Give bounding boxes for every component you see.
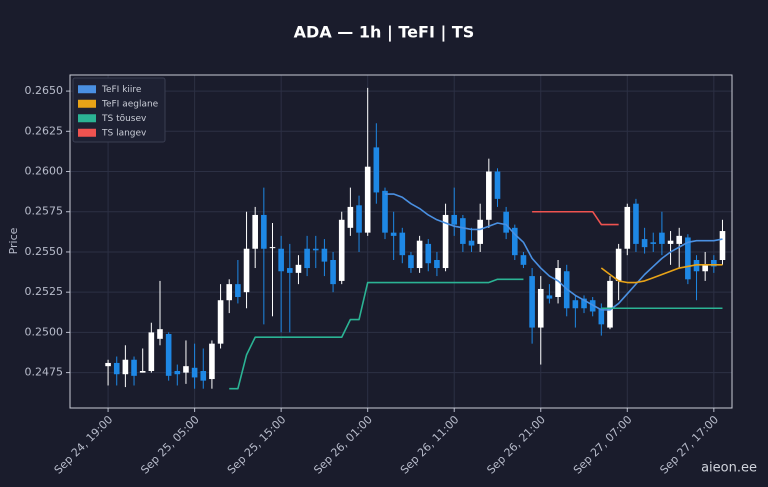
candle-body <box>321 248 328 262</box>
candle-body <box>364 166 371 233</box>
candle-body <box>615 248 622 281</box>
candle-body <box>278 248 284 272</box>
candle-body <box>235 284 241 297</box>
watermark: aieon.ee <box>701 461 757 476</box>
candle-body <box>243 248 250 293</box>
candle-body <box>624 206 631 249</box>
candle-body <box>338 219 345 281</box>
y-tick-label: 0.2650 <box>25 84 64 97</box>
y-tick-label: 0.2625 <box>25 124 64 137</box>
candle-body <box>702 264 708 272</box>
candle-body <box>312 248 319 251</box>
y-tick-label: 0.2550 <box>25 245 64 258</box>
indicator-line <box>532 210 619 226</box>
candle-body <box>529 276 535 328</box>
candle-body <box>685 237 691 280</box>
legend-label: TeFI kiire <box>101 85 142 95</box>
candle-body <box>546 295 553 299</box>
y-tick-label: 0.2525 <box>25 285 64 298</box>
candle-body <box>261 214 267 249</box>
y-tick-label: 0.2475 <box>25 366 64 379</box>
candle-body <box>347 206 354 228</box>
candle-body <box>425 243 432 264</box>
plot-frame <box>69 74 733 409</box>
chart-title: ADA — 1h | TeFI | TS <box>294 23 475 43</box>
candle-body <box>468 240 475 246</box>
indicator-line <box>384 193 723 311</box>
candle-body <box>650 242 657 244</box>
candle-body <box>122 359 129 375</box>
legend-swatch <box>78 99 96 108</box>
candle-body <box>148 332 155 371</box>
candle-body <box>719 231 726 260</box>
candle-body <box>408 255 414 269</box>
candle-body <box>226 284 233 301</box>
candle-body <box>269 247 276 249</box>
candle-body <box>451 214 458 225</box>
candle-body <box>711 260 717 267</box>
candle-body <box>633 203 639 244</box>
candle-body <box>304 248 310 269</box>
candle-body <box>356 205 362 233</box>
y-tick-label: 0.2500 <box>25 325 64 338</box>
candle-body <box>157 329 163 339</box>
candle-body <box>416 240 423 269</box>
candle-body <box>105 362 111 367</box>
candle-body <box>486 171 492 220</box>
candle-body <box>399 232 406 256</box>
candle-body <box>252 214 258 249</box>
candle-body <box>183 366 189 373</box>
legend-box <box>72 77 166 143</box>
y-tick-label: 0.2600 <box>25 165 64 178</box>
indicator-line <box>600 264 723 284</box>
candle-body <box>209 343 215 380</box>
candle-body <box>139 371 146 373</box>
candle-body <box>607 280 613 328</box>
legend-swatch <box>78 128 96 137</box>
candle-body <box>165 334 172 376</box>
candle-body <box>330 260 336 285</box>
candle-body <box>217 300 224 344</box>
y-tick-label: 0.2575 <box>25 205 64 218</box>
candle-body <box>641 239 648 248</box>
candle-body <box>191 367 198 378</box>
candle-body <box>494 171 501 199</box>
candle-body <box>477 219 483 244</box>
candle-body <box>520 255 527 265</box>
legend-label: TS langev <box>101 128 147 138</box>
candle-body <box>373 147 380 193</box>
candle-body <box>131 359 137 376</box>
candle-body <box>200 371 207 381</box>
candle-body <box>382 190 388 233</box>
candle-body <box>295 264 302 273</box>
indicator-line <box>229 278 723 390</box>
candle-body <box>555 268 561 297</box>
candle-body <box>174 371 181 375</box>
candle-body <box>676 235 683 244</box>
candle-body <box>113 362 120 375</box>
y-axis-label: Price <box>7 227 20 254</box>
candle-body <box>581 298 587 309</box>
candle-body <box>434 260 440 269</box>
candle-body <box>460 218 466 244</box>
legend-swatch <box>78 85 96 94</box>
legend: TeFI kiire TeFI aeglane TS tõusev TS langev <box>72 77 166 143</box>
candle-body <box>442 214 449 269</box>
legend-swatch <box>78 114 96 123</box>
candle-body <box>511 227 518 256</box>
candle-body <box>503 211 509 233</box>
candle-body <box>598 308 605 325</box>
candle-body <box>659 232 665 244</box>
candle-body <box>287 268 293 273</box>
legend-label: TeFI aeglane <box>101 99 159 109</box>
candle-body <box>537 288 544 328</box>
candle-body <box>390 232 397 236</box>
legend-label: TS tõusev <box>101 114 147 124</box>
candle-body <box>667 240 674 244</box>
candle-body <box>572 300 579 309</box>
